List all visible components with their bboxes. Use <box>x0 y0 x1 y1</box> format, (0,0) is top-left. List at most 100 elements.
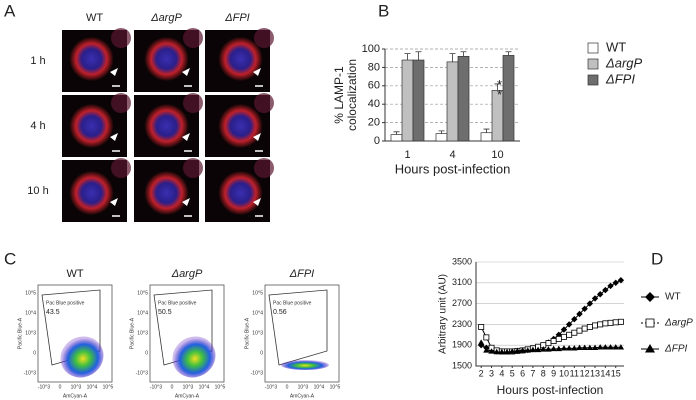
arrowhead <box>182 133 190 141</box>
y-tick-label: 60 <box>368 80 380 92</box>
marker <box>519 347 526 353</box>
y-tick-label: 100 <box>362 43 380 55</box>
cell <box>218 37 263 81</box>
x-tick-label: 4 <box>499 368 504 378</box>
legend-swatch <box>587 58 599 70</box>
x-tick-label: 7 <box>530 368 535 378</box>
error-bar <box>449 53 456 62</box>
neighbour-cell <box>111 158 131 178</box>
bar <box>401 59 414 142</box>
panel-label: C <box>4 249 16 268</box>
x-tick-label: 10^4 <box>87 384 98 390</box>
x-axis-label: AmCyan-A <box>63 393 88 399</box>
bar <box>480 132 493 142</box>
plot-frame <box>264 284 340 383</box>
y-tick-label: -10^3 <box>251 370 264 376</box>
y-tick-label: -10^3 <box>136 370 149 376</box>
marker <box>555 335 562 342</box>
marker <box>550 338 557 345</box>
bar <box>412 59 425 142</box>
x-tick-label: 9 <box>551 368 556 378</box>
arrowhead <box>182 198 190 206</box>
marker <box>602 286 609 294</box>
arrowhead <box>253 133 261 141</box>
y-axis-label: Pacific Blue-A <box>129 317 135 349</box>
panel-label: A <box>4 1 16 20</box>
x-tick-label: 13 <box>590 368 600 378</box>
marker <box>566 331 573 338</box>
x-tick-label: 0 <box>171 384 174 390</box>
bar <box>457 56 470 142</box>
marker <box>488 348 495 354</box>
y-tick-label: -10^3 <box>24 370 37 376</box>
y-tick-label: 3100 <box>452 277 472 287</box>
marker <box>586 344 594 351</box>
x-tick-label: 1 <box>404 149 410 161</box>
cell <box>144 171 189 215</box>
marker <box>540 346 547 352</box>
arrowhead <box>110 198 118 206</box>
x-axis-label: AmCyan-A <box>175 393 200 399</box>
gate-name: Pac Blue positive <box>273 300 312 306</box>
x-tick-label: 8 <box>541 368 546 378</box>
legend-label: ΔargP <box>664 318 693 329</box>
y-tick-label: 80 <box>368 61 380 73</box>
neighbour-cell <box>183 28 203 48</box>
marker <box>483 347 490 353</box>
x-tick-label: 6 <box>520 368 525 378</box>
y-tick-label: 10^3 <box>137 330 148 336</box>
x-tick-label: 10 <box>559 368 569 378</box>
marker <box>571 316 578 323</box>
marker <box>560 345 568 351</box>
column-header: WT <box>86 12 103 24</box>
marker <box>591 295 599 302</box>
neighbour-cell <box>254 28 274 48</box>
y-tick-label: 2700 <box>452 298 472 308</box>
arrowhead <box>110 133 118 141</box>
x-tick-label: 0 <box>59 384 62 390</box>
marker <box>561 333 567 340</box>
marker <box>612 344 619 350</box>
marker <box>478 324 485 330</box>
x-tick-label: 10^5 <box>330 384 341 390</box>
error-bar <box>460 51 467 57</box>
legend-marker <box>645 292 655 302</box>
cell <box>218 171 263 215</box>
significance: * <box>497 77 502 92</box>
legend-label: WT <box>665 292 681 303</box>
legend-label: ΔFPI <box>664 344 687 355</box>
marker <box>565 321 573 328</box>
y-axis-label: % LAMP-1 <box>332 66 346 124</box>
marker <box>503 348 511 355</box>
marker <box>555 345 562 352</box>
marker <box>602 320 609 327</box>
x-tick-label: 10^3 <box>298 384 309 390</box>
x-tick-label: 15 <box>611 368 621 378</box>
legend-swatch <box>587 42 599 54</box>
arrowhead <box>253 68 261 76</box>
plot-frame <box>149 284 225 383</box>
marker <box>612 279 619 287</box>
marker <box>617 318 624 325</box>
column-header: ΔFPI <box>224 12 250 24</box>
x-tick-label: 10^3 <box>183 384 194 390</box>
event-cloud <box>60 336 104 378</box>
marker <box>591 344 599 351</box>
row-label: 10 h <box>27 185 48 197</box>
marker <box>576 327 583 334</box>
significance: * <box>497 87 502 102</box>
neighbour-cell <box>183 158 203 178</box>
x-tick-label: -10^3 <box>38 384 51 390</box>
error-bar <box>415 51 422 61</box>
neighbour-cell <box>254 158 274 178</box>
error-bar <box>404 53 411 61</box>
gate-percent: 50.5 <box>158 309 172 316</box>
axes <box>475 262 624 367</box>
panel-label: D <box>651 249 663 268</box>
cell <box>144 37 189 81</box>
plot-title: WT <box>66 268 83 280</box>
neighbour-cell <box>183 93 203 113</box>
y-tick-label: 0 <box>33 350 36 356</box>
row-label: 4 h <box>30 120 45 132</box>
cell <box>69 37 114 81</box>
